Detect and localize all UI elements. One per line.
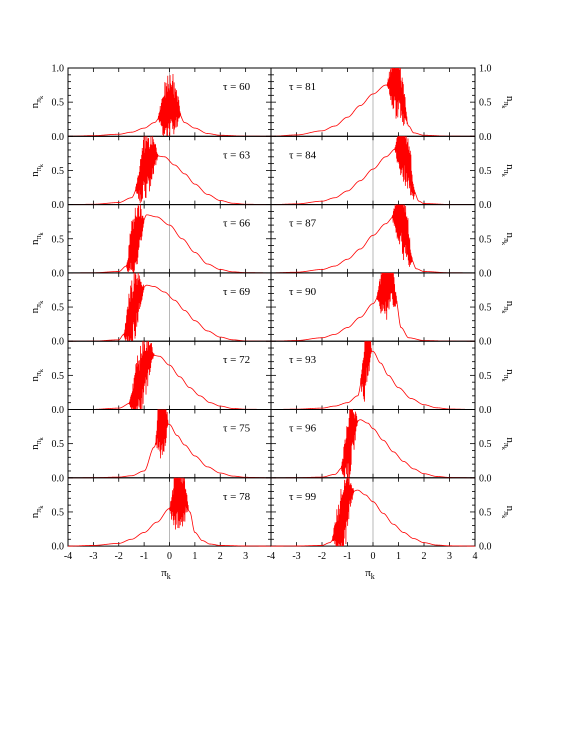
y-tick-label: 0.0 [52,405,65,416]
x-tick-label: 1 [396,551,401,562]
series-line [271,341,475,410]
y-axis-title: nπk [29,437,45,450]
y-tick-label: 0.0 [52,473,65,484]
y-tick-label-right: 0.0 [479,542,492,553]
tau-label: τ = 96 [289,423,317,435]
panel-11: 0.0 0.5 nπk τ = 90 [270,272,516,348]
x-tick-label: -3 [292,551,300,562]
panel-4: 0.0 0.5 nπk τ = 69 [29,272,272,348]
y-tick-label: 0.5 [52,507,65,518]
y-axis-title: nπk [29,164,45,177]
y-tick-label: 0.5 [52,234,65,245]
panel-6: 0.0 0.5 nπk τ = 75 [29,409,272,484]
panel-2: 0.0 0.5 nπk τ = 63 [29,135,272,211]
y-axis-title-right: nπk [500,232,516,245]
x-tick-label: -4 [64,551,72,562]
x-tick-label: -2 [318,551,326,562]
y-tick-label-right: 0.0 [479,405,492,416]
panel-12: 0.0 0.5 nπk τ = 93 [270,340,516,416]
panel-3: 0.0 0.5 nπk τ = 66 [29,204,272,279]
y-axis-title-right: nπk [500,164,516,177]
x-tick-label: 0 [167,551,172,562]
tau-label: τ = 99 [289,491,317,503]
tau-label: τ = 90 [289,286,317,298]
y-tick-label-right: 0.5 [479,234,492,245]
panel-13: 0.0 0.5 nπk τ = 96 [270,409,516,484]
x-tick-label: -4 [267,551,275,562]
x-tick-label: -2 [115,551,123,562]
panel-1: 0.0 0.5 1.0 nπk τ = 60 [29,64,272,143]
y-tick-label-right: 0.0 [479,268,492,279]
x-tick-label: 2 [422,551,427,562]
y-axis-title: nπk [29,232,45,245]
series-line [68,477,271,547]
y-tick-label-right: 0.5 [479,371,492,382]
y-tick-label-right: 0.0 [479,337,492,348]
series-line [68,136,271,205]
y-tick-label: 0.0 [52,268,65,279]
y-axis-title-right: nπk [500,437,516,450]
x-tick-label: -1 [140,551,148,562]
y-tick-label: 0.5 [52,303,65,314]
y-tick-label: 0.5 [52,166,65,177]
y-tick-label-right: 0.5 [479,507,492,518]
panel-7: 0.0 0.5 nπk -4 -3 -2 -1 0 1 2 3 τ = 78 [29,477,272,562]
y-tick-label-right: 0.5 [479,166,492,177]
tau-label: τ = 93 [289,354,317,366]
series-line [271,477,475,547]
x-tick-label: 3 [243,551,248,562]
y-tick-label-right: 0.0 [479,132,492,143]
tau-label: τ = 72 [223,354,250,366]
y-tick-label: 0.0 [52,542,65,553]
tau-label: τ = 66 [223,218,251,230]
panel-14: 0.0 0.5 nπk -4 -3 -2 -1 0 1 2 3 4 τ = 99 [267,477,516,562]
y-tick-label: 0.5 [52,439,65,450]
panel-9: 0.0 0.5 nπk τ = 84 [270,135,516,211]
y-axis-title-right: nπk [500,369,516,382]
x-tick-label: 0 [371,551,376,562]
y-tick-label: 0.0 [52,337,65,348]
x-tick-label: 2 [218,551,223,562]
y-tick-label-right: 0.5 [479,303,492,314]
panel-8: 0.0 0.5 1.0 nπk τ = 81 [270,64,516,143]
y-axis-title: nπk [29,506,45,519]
y-tick-label: 0.5 [52,98,65,109]
y-axis-title: nπk [29,369,45,382]
y-tick-label: 0.5 [52,371,65,382]
y-tick-label-right: 0.5 [479,439,492,450]
panel-10: 0.0 0.5 nπk τ = 87 [270,204,516,279]
tau-label: τ = 87 [289,218,317,230]
tau-label: τ = 75 [223,423,251,435]
y-tick-label: 0.0 [52,200,65,211]
y-axis-title-right: nπk [500,96,516,109]
tau-label: τ = 81 [289,81,316,93]
tau-label: τ = 60 [223,81,251,93]
axis-titles: πk πk [161,567,375,581]
y-tick-label-right: 1.0 [479,64,492,75]
y-axis-title: nπk [29,96,45,109]
y-tick-label-right: 0.5 [479,98,492,109]
tau-label: τ = 78 [223,491,251,503]
x-tick-label: 4 [473,551,478,562]
y-tick-label: 1.0 [52,64,65,75]
x-axis-title-left: πk [161,567,171,581]
y-axis-title-right: nπk [500,301,516,314]
y-axis-title-right: nπk [500,506,516,519]
y-tick-label-right: 0.0 [479,200,492,211]
panels-group: 0.0 0.5 1.0 nπk τ = 60 0.0 0.5 nπk τ = 63 0.0 0.5 n… [29,64,516,563]
panel-5: 0.0 0.5 nπk τ = 72 [29,340,272,416]
x-tick-label: 1 [192,551,197,562]
x-axis-title-right: πk [365,567,375,581]
tau-label: τ = 63 [223,149,251,161]
x-tick-label: -3 [89,551,97,562]
x-tick-label: -1 [343,551,351,562]
y-tick-label-right: 0.0 [479,473,492,484]
x-tick-label: 3 [447,551,452,562]
y-tick-label: 0.0 [52,132,65,143]
tau-label: τ = 84 [289,149,317,161]
tau-label: τ = 69 [223,286,251,298]
y-axis-title: nπk [29,301,45,314]
